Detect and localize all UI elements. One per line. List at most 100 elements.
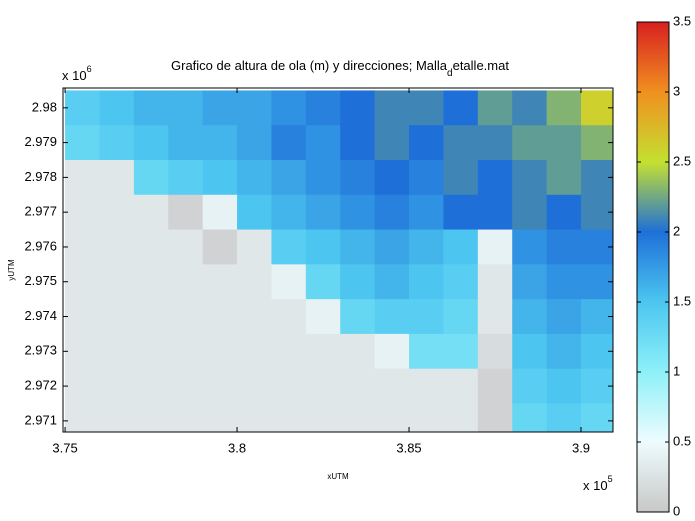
- cell: [168, 125, 204, 161]
- cell: [237, 333, 272, 370]
- cell: [237, 194, 272, 231]
- cell: [99, 368, 135, 404]
- cell: [512, 403, 548, 432]
- cell: [168, 299, 204, 335]
- cell: [340, 90, 376, 126]
- cell: [477, 125, 513, 161]
- cell: [374, 125, 410, 161]
- cell: [133, 368, 169, 404]
- cell: [65, 264, 100, 300]
- y-tick-label: 2.973: [24, 343, 57, 358]
- cell: [512, 229, 548, 265]
- multiplier-base: x 10: [62, 68, 87, 83]
- cell: [581, 368, 613, 404]
- cell: [581, 264, 613, 300]
- title-subscript: d: [447, 68, 453, 79]
- cell: [443, 403, 479, 432]
- cell: [305, 160, 341, 196]
- cell: [99, 160, 135, 196]
- cell: [546, 125, 582, 161]
- colorbar-tick-label: 2: [673, 223, 680, 238]
- cell: [340, 403, 376, 432]
- cell: [168, 194, 204, 231]
- cell: [409, 125, 444, 161]
- cell: [409, 194, 444, 231]
- cell: [581, 160, 613, 196]
- cell: [305, 368, 341, 404]
- cell: [409, 333, 444, 370]
- cell: [202, 264, 238, 300]
- cell: [65, 368, 100, 404]
- cell: [305, 333, 341, 370]
- colorbar-tick-label: 2.5: [673, 153, 691, 168]
- cell: [202, 403, 238, 432]
- cell: [443, 125, 479, 161]
- cell: [374, 368, 410, 404]
- cell: [99, 403, 135, 432]
- cell: [99, 194, 135, 231]
- cell: [65, 90, 100, 126]
- cell: [581, 403, 613, 432]
- cell: [374, 194, 410, 231]
- multiplier-base: x 10: [583, 478, 608, 493]
- cell: [237, 368, 272, 404]
- cell: [477, 160, 513, 196]
- cell: [340, 229, 376, 265]
- cell: [237, 125, 272, 161]
- cell: [65, 403, 100, 432]
- field: [65, 90, 613, 432]
- cell: [374, 90, 410, 126]
- cell: [443, 90, 479, 126]
- cell: [340, 333, 376, 370]
- cell: [65, 194, 100, 231]
- cell: [65, 160, 100, 196]
- cell: [546, 264, 582, 300]
- cell: [133, 264, 169, 300]
- title-part: Grafico de altura de ola (m) y direccion…: [171, 58, 448, 73]
- cell: [374, 333, 410, 370]
- cell: [581, 194, 613, 231]
- cell: [65, 333, 100, 370]
- x-multiplier: x 105: [583, 474, 613, 493]
- cell: [65, 125, 100, 161]
- cell: [581, 299, 613, 335]
- cell: [409, 90, 444, 126]
- cell: [340, 299, 376, 335]
- cell: [477, 264, 513, 300]
- colorbar-tick-label: 3: [673, 83, 680, 98]
- colorbar: [636, 21, 670, 513]
- cell: [477, 229, 513, 265]
- cell: [340, 368, 376, 404]
- chart-title: Grafico de altura de ola (m) y direccion…: [171, 58, 509, 78]
- y-tick-label: 2.971: [24, 412, 57, 427]
- cell: [133, 90, 169, 126]
- colorbar-tick-label: 0: [673, 503, 680, 518]
- cell: [305, 299, 341, 335]
- cell: [271, 299, 307, 335]
- axes-box: [62, 87, 614, 433]
- cell: [237, 160, 272, 196]
- cell: [477, 333, 513, 370]
- cell: [546, 299, 582, 335]
- cell: [409, 299, 444, 335]
- cell: [443, 194, 479, 231]
- cell: [512, 125, 548, 161]
- cell: [477, 299, 513, 335]
- cell: [340, 160, 376, 196]
- y-tick-label: 2.974: [24, 308, 57, 323]
- cell: [340, 264, 376, 300]
- y-tick-label: 2.978: [24, 169, 57, 184]
- cell: [99, 229, 135, 265]
- cell: [409, 160, 444, 196]
- y-multiplier: x 106: [62, 64, 92, 83]
- cell: [512, 333, 548, 370]
- cell: [305, 194, 341, 231]
- cell: [271, 264, 307, 300]
- y-tick-label: 2.975: [24, 273, 57, 288]
- cell: [305, 90, 341, 126]
- cell: [374, 160, 410, 196]
- cell: [168, 160, 204, 196]
- cell: [168, 90, 204, 126]
- cell: [99, 264, 135, 300]
